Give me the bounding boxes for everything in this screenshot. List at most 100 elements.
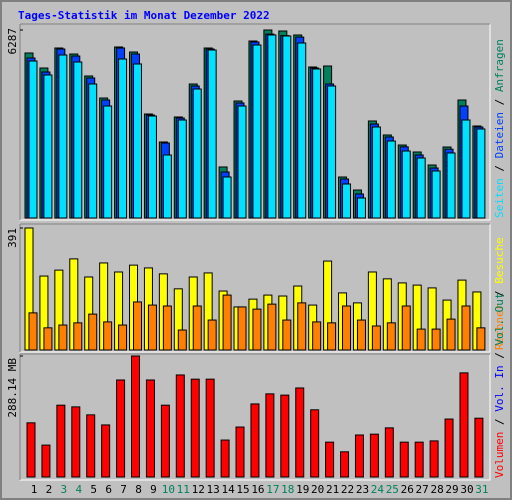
bar [327, 322, 337, 351]
bar [162, 154, 172, 219]
bar [384, 427, 394, 478]
legend-entry: Seiten [493, 178, 506, 218]
bar [116, 379, 126, 478]
bar [101, 424, 111, 478]
bar [207, 49, 217, 219]
bar [416, 328, 426, 351]
bar [145, 379, 155, 478]
bar [205, 378, 215, 478]
bar [369, 433, 379, 478]
bar [267, 34, 277, 219]
x-tick-label: 12 [192, 483, 205, 496]
bar [295, 387, 305, 478]
bar [280, 394, 290, 478]
x-tick-label: 22 [341, 483, 354, 496]
x-tick-label: 8 [135, 483, 142, 496]
bar [192, 88, 202, 219]
bar [177, 119, 187, 219]
bar [356, 319, 366, 351]
bar [429, 440, 439, 478]
legend-entry: Rechner [493, 303, 506, 350]
bar [446, 318, 456, 351]
x-tick-label: 28 [430, 483, 443, 496]
bar [312, 68, 322, 219]
bar [267, 303, 277, 351]
bar [431, 328, 441, 351]
bar [177, 329, 187, 351]
x-tick-label: 31 [475, 483, 488, 496]
bar [118, 324, 128, 351]
legend-entry: Vol. In [493, 365, 506, 411]
x-tick-label: 24 [371, 483, 385, 496]
x-tick-label: 3 [61, 483, 68, 496]
bar [220, 439, 230, 478]
bar [118, 58, 128, 219]
legend: Volumen / Vol. In / Vol. Out [493, 293, 506, 478]
bar [86, 414, 96, 478]
bar [192, 305, 202, 351]
legend-separator: / [493, 158, 506, 178]
bar [250, 403, 260, 478]
bar [207, 319, 217, 351]
bar [431, 170, 441, 219]
bar [175, 374, 185, 478]
legend-entry: Vol. Out [493, 293, 506, 346]
bar [401, 150, 411, 219]
bar [252, 308, 262, 351]
bar [162, 305, 172, 351]
x-tick-label: 26 [401, 483, 414, 496]
legend-separator: / [493, 346, 506, 366]
x-tick-label: 20 [311, 483, 324, 496]
bar [340, 451, 350, 478]
bar [282, 35, 292, 219]
legend-entry: Anfragen [493, 39, 506, 92]
bar [58, 54, 68, 219]
bar [474, 417, 484, 478]
bar [459, 372, 469, 478]
x-tick-label: 30 [460, 483, 473, 496]
bar [444, 418, 454, 478]
chart-title: Tages-Statistik im Monat Dezember 2022 [18, 9, 270, 22]
bar [56, 404, 66, 478]
x-tick-label: 9 [150, 483, 157, 496]
bar [28, 312, 38, 351]
bar [461, 305, 471, 351]
x-tick-label: 13 [207, 483, 220, 496]
x-tick-label: 18 [281, 483, 294, 496]
bar [342, 183, 352, 219]
bar [461, 119, 471, 219]
x-tick-label: 2 [46, 483, 53, 496]
legend-entry: Dateien [493, 112, 506, 158]
bar [26, 422, 36, 478]
bar [446, 152, 456, 219]
x-tick-label: 29 [445, 483, 458, 496]
x-tick-label: 11 [177, 483, 190, 496]
x-tick-label: 23 [356, 483, 369, 496]
bar [41, 444, 51, 478]
bar [88, 83, 98, 219]
bar [386, 140, 396, 219]
x-tick-label: 14 [221, 483, 235, 496]
bar [88, 313, 98, 351]
bar [297, 42, 307, 219]
x-tick-label: 4 [75, 483, 82, 496]
bar [371, 126, 381, 219]
bar [190, 378, 200, 478]
bar [476, 327, 486, 351]
x-tick-label: 10 [162, 483, 175, 496]
legend: Seiten / Dateien / Anfragen [493, 39, 506, 218]
bar [386, 322, 396, 351]
x-tick-label: 6 [105, 483, 112, 496]
bar [371, 325, 381, 351]
legend-entry: Volumen [493, 432, 506, 478]
bar [325, 441, 335, 478]
bar [237, 306, 247, 351]
bar [58, 324, 68, 351]
x-tick-label: 19 [296, 483, 309, 496]
bar [399, 441, 409, 478]
bar [73, 322, 83, 351]
x-tick-label: 5 [90, 483, 97, 496]
bar [103, 321, 113, 351]
y-tick-label: 288.14 MB [6, 358, 19, 418]
